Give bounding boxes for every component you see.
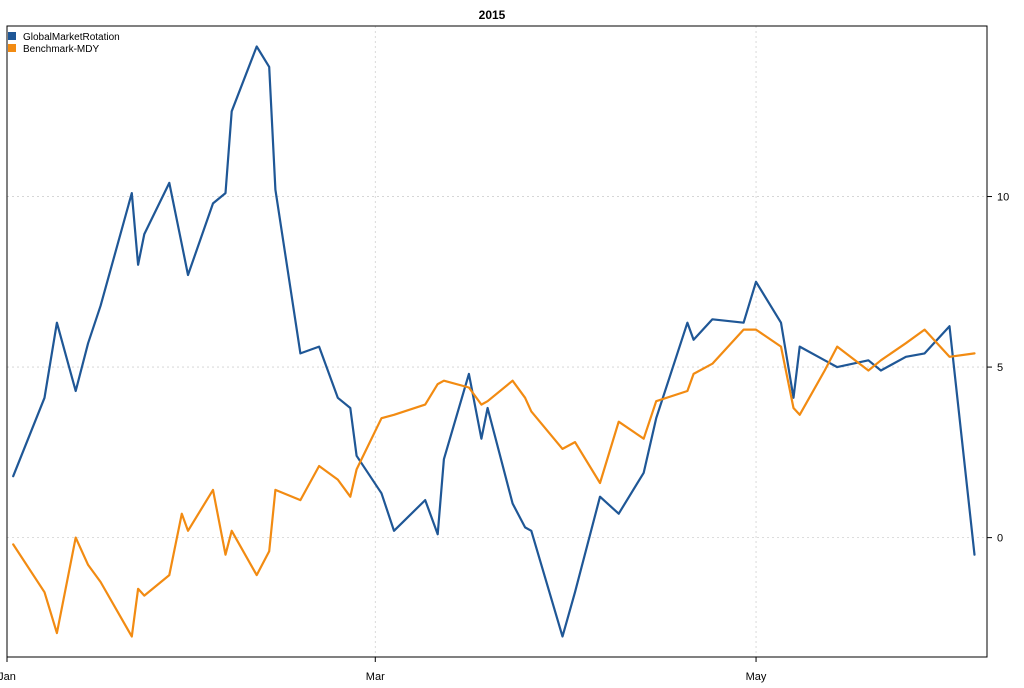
gridlines	[6, 26, 987, 657]
legend-label-globalmarketrotation: GlobalMarketRotation	[23, 32, 120, 43]
x-tick-label: Mar	[366, 671, 385, 683]
x-tick-label: Jan	[0, 671, 16, 683]
series-line-benchmark-mdy	[12, 328, 976, 638]
series-layer	[12, 45, 976, 638]
x-tick-label: May	[746, 671, 767, 683]
y-tick-label: 10	[997, 192, 1009, 204]
legend-swatch-benchmark-mdy	[8, 44, 16, 52]
axes: Jan Mar May 10 5 0	[0, 192, 1009, 683]
y-tick-label: 0	[997, 533, 1003, 545]
legend: GlobalMarketRotation Benchmark-MDY	[8, 32, 120, 55]
legend-swatch-globalmarketrotation	[8, 32, 16, 40]
series-line-globalmarketrotation	[12, 45, 976, 638]
legend-label-benchmark-mdy: Benchmark-MDY	[23, 44, 99, 55]
y-tick-label: 5	[997, 362, 1003, 374]
plot-frame	[6, 25, 988, 658]
chart-title: 2015	[479, 8, 506, 22]
